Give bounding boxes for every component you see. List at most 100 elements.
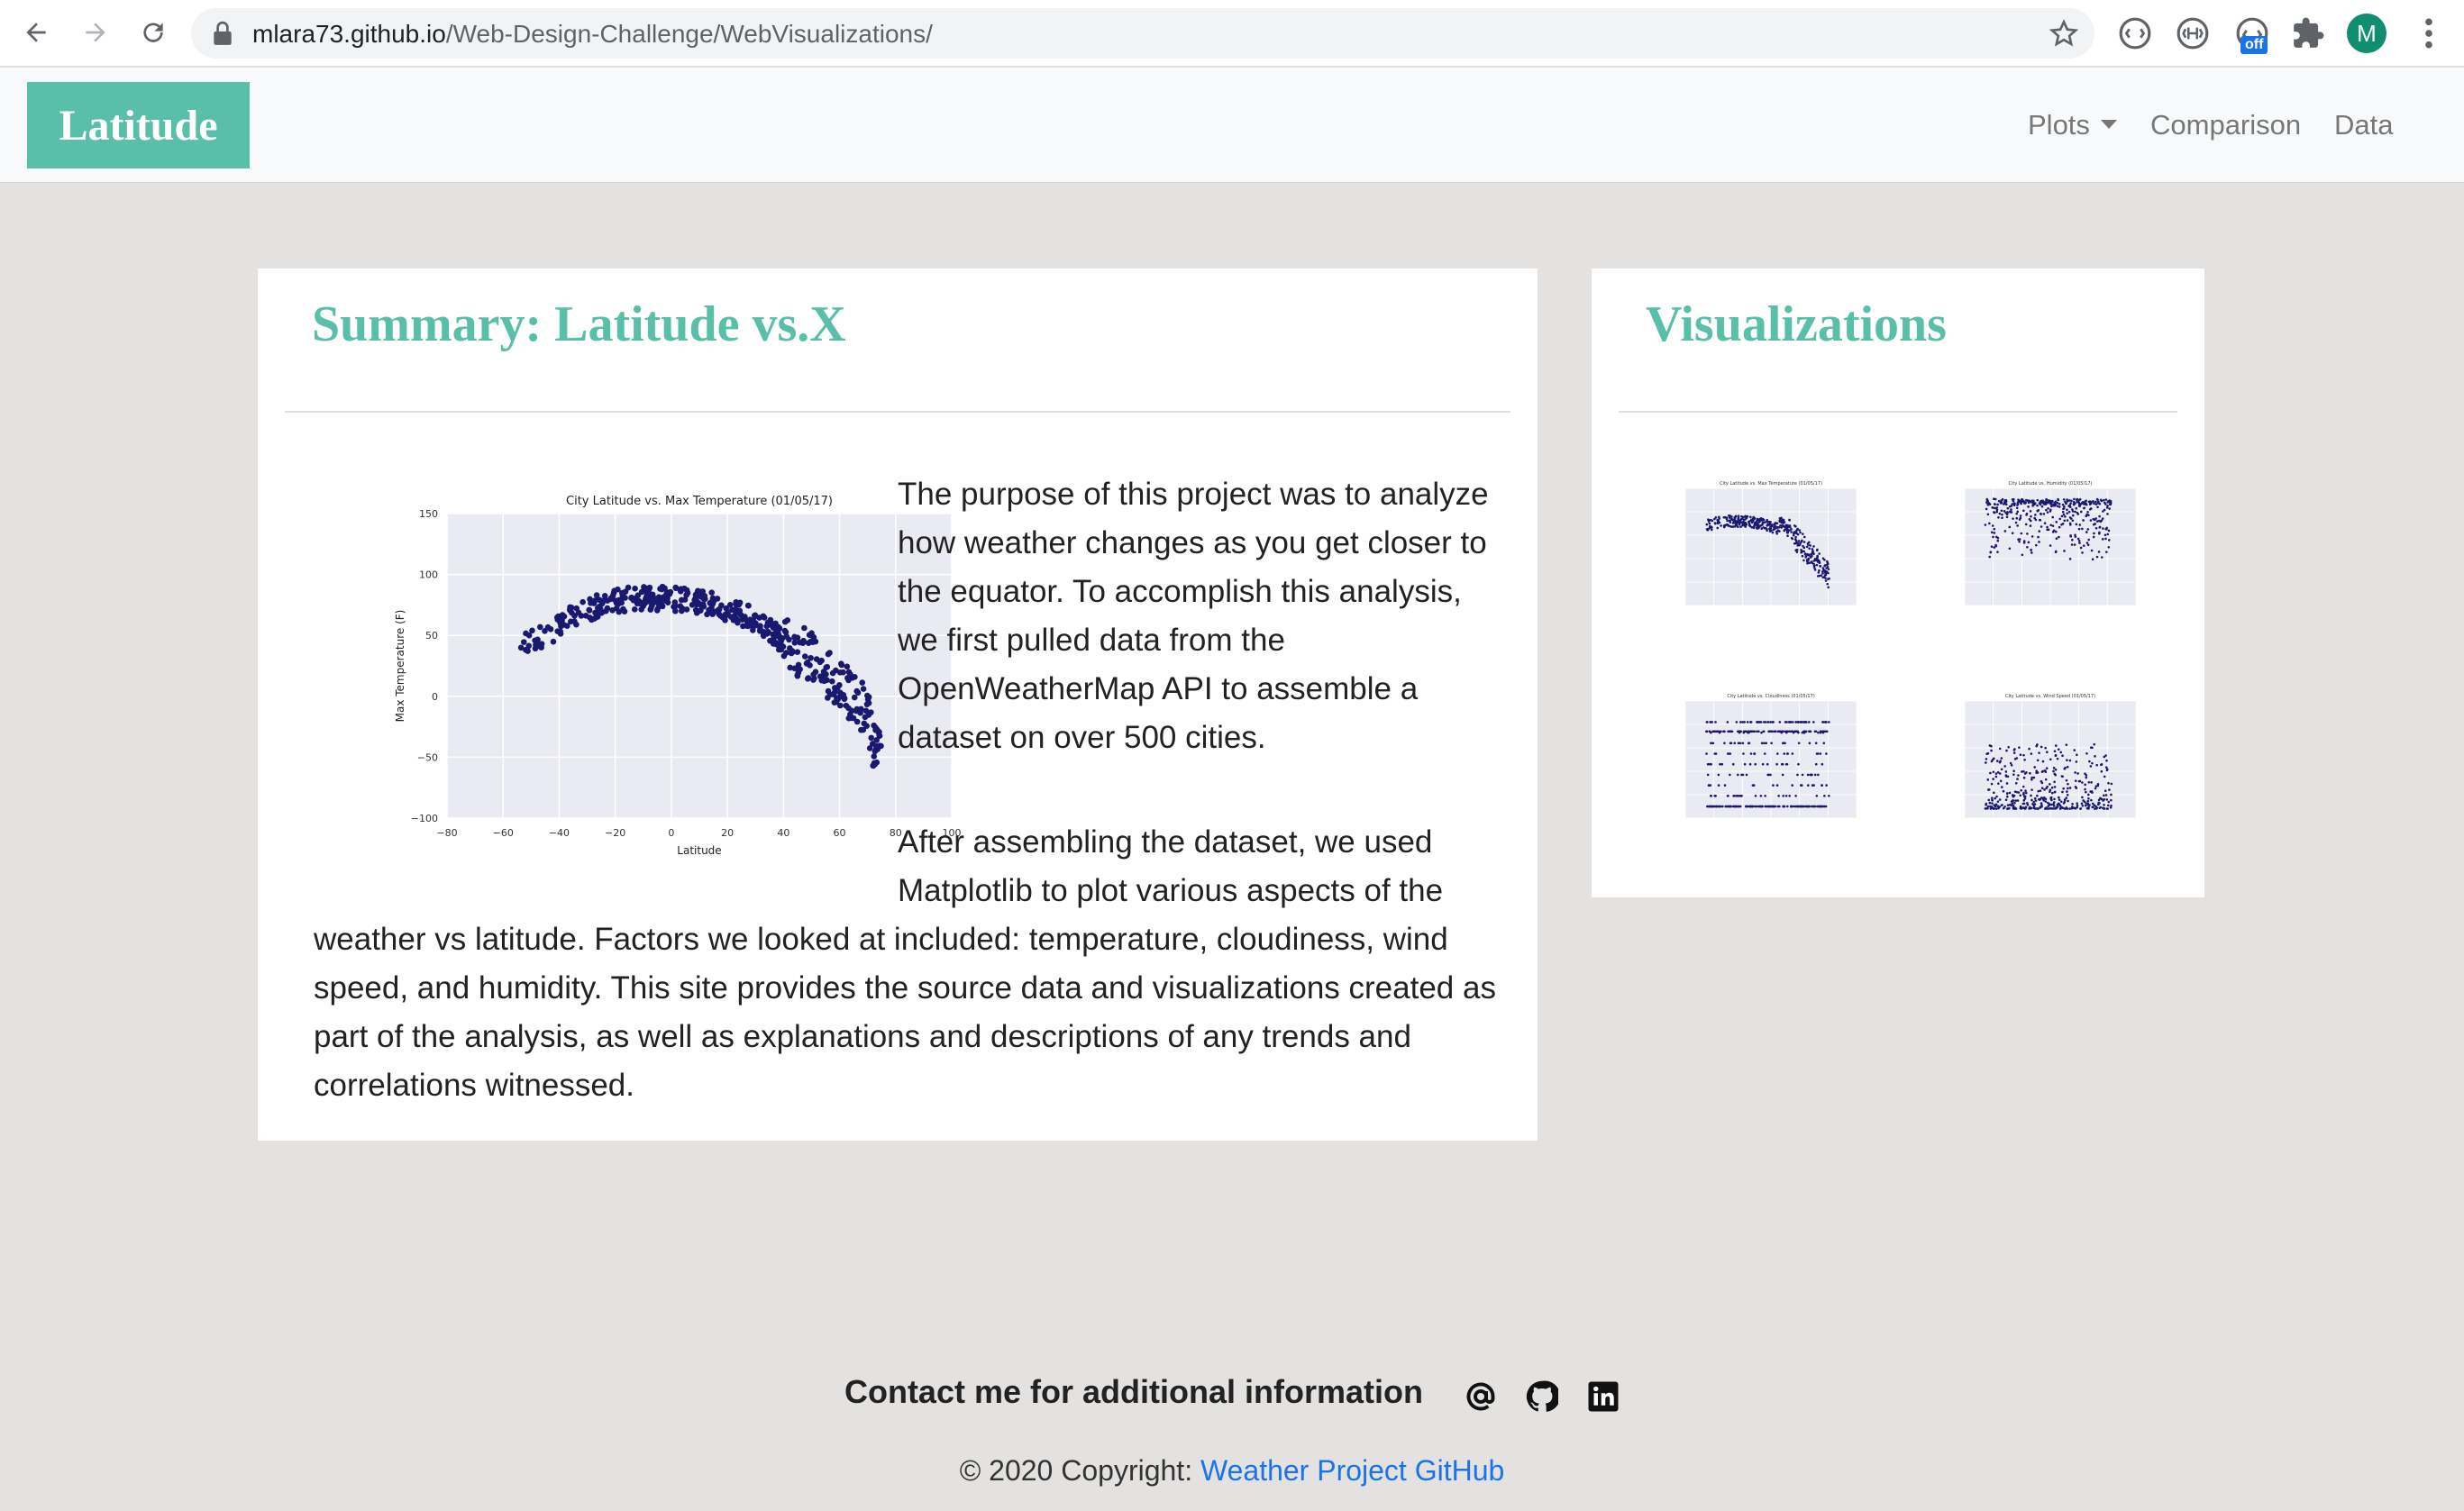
nav-data-link[interactable]: Data — [2334, 109, 2394, 141]
thumb-point — [2061, 522, 2065, 525]
thumb-point — [2069, 517, 2073, 520]
scatter-point — [859, 679, 866, 686]
thumb-point — [2102, 510, 2104, 513]
thumb-point — [2068, 558, 2072, 560]
thumb-point — [2067, 782, 2069, 786]
scatter-point — [865, 700, 872, 706]
thumb-point — [1734, 523, 1738, 526]
thumb-point — [1819, 752, 1822, 755]
bookmark-star-icon[interactable] — [2049, 19, 2078, 48]
thumb-point — [1791, 721, 1794, 724]
thumb-point — [2087, 797, 2090, 800]
back-icon[interactable] — [14, 11, 58, 54]
thumb-point — [1808, 561, 1811, 564]
brand-logo-link[interactable]: Latitude — [27, 82, 250, 168]
nav-comparison-link[interactable]: Comparison — [2150, 109, 2302, 141]
thumb-point — [1989, 551, 1993, 554]
thumb-point — [1762, 518, 1766, 522]
extension-icon-1[interactable] — [2118, 16, 2152, 50]
thumb-point — [1760, 742, 1764, 745]
thumb-point — [2089, 765, 2093, 768]
thumb-point — [2081, 527, 2084, 531]
thumb-point — [2079, 546, 2083, 550]
github-icon[interactable] — [1526, 1380, 1561, 1413]
thumbnail-humidity[interactable]: City Latitude vs. Humidity (01/05/17) — [1934, 476, 2141, 620]
thumb-point — [1756, 522, 1759, 525]
thumb-point — [2103, 508, 2106, 512]
thumb-point — [2098, 525, 2102, 529]
thumb-point — [1726, 795, 1729, 797]
thumb-point — [1995, 510, 1998, 514]
thumb-point — [1775, 522, 1779, 525]
browser-menu-icon[interactable] — [2415, 16, 2442, 50]
thumb-point — [1772, 528, 1775, 532]
thumb-point — [1766, 529, 1768, 532]
thumb-point — [2012, 502, 2015, 505]
thumb-point — [1741, 742, 1745, 745]
scatter-point — [659, 599, 665, 605]
thumb-point — [1745, 773, 1748, 777]
thumbnail-max-temperature[interactable]: City Latitude vs. Max Temperature (01/05… — [1655, 476, 1862, 620]
thumb-point — [2085, 776, 2088, 779]
scatter-point — [568, 605, 575, 611]
extension-icon-2[interactable] — [2176, 16, 2210, 50]
thumb-point — [1812, 552, 1815, 555]
thumb-point — [2068, 807, 2071, 810]
scatter-point — [709, 597, 716, 604]
thumb-point — [2022, 776, 2026, 779]
extensions-puzzle-icon[interactable] — [2291, 16, 2325, 50]
thumb-point — [1774, 524, 1776, 527]
thumbnail-cloudiness[interactable]: City Latitude vs. Cloudiness (01/05/17) — [1655, 688, 1862, 833]
max-temperature-plot[interactable]: −80 −60 −40 −20 0 20 40 60 80 100 −100 −50 0 50 100 150… — [312, 476, 1105, 857]
thumb-point — [1766, 762, 1769, 766]
scatter-point — [708, 589, 716, 596]
thumb-point — [2031, 776, 2033, 779]
thumb-point — [1813, 805, 1817, 808]
y-tick-label: 0 — [432, 691, 438, 703]
thumb-point — [1738, 742, 1742, 745]
thumb-point — [1802, 721, 1806, 724]
thumb-point — [1817, 773, 1820, 777]
thumb-point — [1731, 762, 1735, 766]
thumb-point — [1763, 521, 1766, 524]
weather-project-github-link[interactable]: Weather Project GitHub — [1200, 1454, 1505, 1487]
thumb-point — [1766, 773, 1769, 777]
thumb-point — [2068, 759, 2072, 762]
scatter-point — [786, 645, 793, 651]
scatter-point — [844, 675, 851, 681]
thumb-point — [2044, 746, 2047, 750]
scatter-point — [722, 611, 729, 618]
thumbnail-wind-speed[interactable]: City Latitude vs. Wind Speed (01/05/17) — [1934, 688, 2141, 833]
thumb-point — [1809, 556, 1812, 559]
thumb-point — [1757, 730, 1760, 733]
email-at-icon[interactable] — [1465, 1380, 1497, 1413]
forward-icon[interactable] — [74, 11, 117, 54]
nav-plots-dropdown[interactable]: Plots — [2028, 109, 2117, 141]
address-bar[interactable]: mlara73.github.io/Web-Design-Challenge/W… — [191, 8, 2094, 59]
thumb-point — [2003, 510, 2006, 513]
thumb-point — [1763, 742, 1766, 745]
thumb-point — [2051, 515, 2054, 519]
thumb-point — [1711, 519, 1714, 523]
scatter-point — [553, 614, 561, 621]
thumb-point — [2036, 794, 2039, 797]
summary-card: Summary: Latitude vs.X −80 −60 −40 −20 0 20 40… — [258, 269, 1538, 1141]
scatter-point — [750, 627, 756, 633]
thumb-point — [1987, 788, 1990, 791]
thumb-point — [2091, 761, 2094, 765]
thumb-point — [2053, 786, 2057, 788]
thumb-point — [2105, 807, 2109, 810]
thumb-point — [2106, 513, 2109, 515]
thumb-point — [1766, 721, 1770, 724]
profile-avatar[interactable]: M — [2347, 14, 2386, 53]
reload-icon[interactable] — [132, 11, 175, 54]
thumb-point — [1716, 518, 1719, 522]
thumb-point — [1762, 730, 1766, 733]
thumb-point — [2076, 753, 2078, 757]
thumb-point — [1706, 773, 1710, 777]
thumb-point — [2020, 499, 2023, 502]
thumb-point — [2093, 502, 2095, 505]
thumb-point — [2058, 525, 2061, 529]
linkedin-icon[interactable] — [1587, 1380, 1620, 1413]
thumb-point — [1790, 528, 1793, 531]
